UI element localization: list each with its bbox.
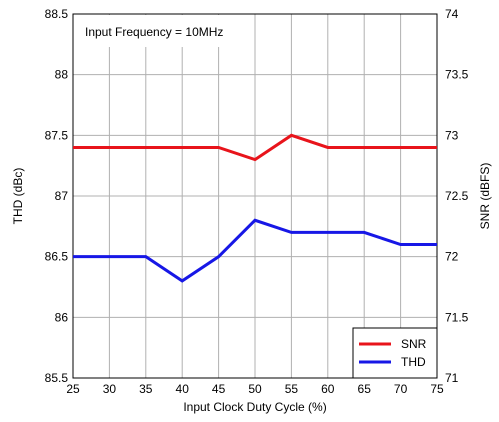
y-left-tick-label: 88.5: [45, 7, 69, 21]
y-left-tick-label: 86.5: [45, 250, 69, 264]
x-tick-label: 45: [212, 382, 226, 396]
x-tick-label: 75: [430, 382, 444, 396]
x-tick-label: 50: [248, 382, 262, 396]
y-left-tick-label: 88: [55, 68, 69, 82]
y-right-tick-label: 74: [445, 7, 459, 21]
y-right-tick-label: 72: [445, 250, 459, 264]
y-right-tick-label: 72.5: [445, 189, 469, 203]
legend-box: [352, 327, 438, 379]
y-left-tick-label: 87: [55, 189, 69, 203]
x-tick-label: 65: [358, 382, 372, 396]
y-right-tick-label: 73.5: [445, 68, 469, 82]
x-tick-label: 40: [176, 382, 190, 396]
x-tick-label: 55: [285, 382, 299, 396]
y-left-tick-label: 85.5: [45, 371, 69, 385]
x-axis-label: Input Clock Duty Cycle (%): [183, 400, 326, 414]
y-right-tick-label: 71.5: [445, 310, 469, 324]
plot-frame: [72, 13, 438, 379]
x-tick-label: 60: [321, 382, 335, 396]
annotation-box: [74, 15, 252, 47]
legend-label-snr: SNR: [401, 337, 427, 351]
y-right-tick-label: 71: [445, 371, 459, 385]
x-tick-label: 25: [66, 382, 80, 396]
x-tick-labels: 25 30 35 40 45 50 55 60 65 70 75: [66, 382, 444, 396]
grid: [73, 14, 437, 378]
y-right-tick-labels: 71 71.5 72 72.5 73 73.5 74: [445, 7, 469, 385]
y-right-axis-label: SNR (dBFS): [478, 163, 492, 230]
y-left-tick-label: 87.5: [45, 128, 69, 142]
x-tick-label: 30: [103, 382, 117, 396]
x-tick-label: 35: [139, 382, 153, 396]
series-line-thd: [73, 218, 437, 283]
y-left-axis-label: THD (dBc): [11, 168, 25, 225]
annotation-text: Input Frequency = 10MHz: [85, 25, 223, 39]
series-lines: [73, 133, 437, 283]
legend-label-thd: THD: [401, 355, 426, 369]
legend: SNR THD: [352, 327, 438, 379]
x-tick-label: 70: [394, 382, 408, 396]
series-line-snr: [73, 133, 437, 162]
y-left-tick-label: 86: [55, 310, 69, 324]
y-right-tick-label: 73: [445, 128, 459, 142]
y-left-tick-labels: 85.5 86 86.5 87 87.5 88 88.5: [45, 7, 69, 385]
